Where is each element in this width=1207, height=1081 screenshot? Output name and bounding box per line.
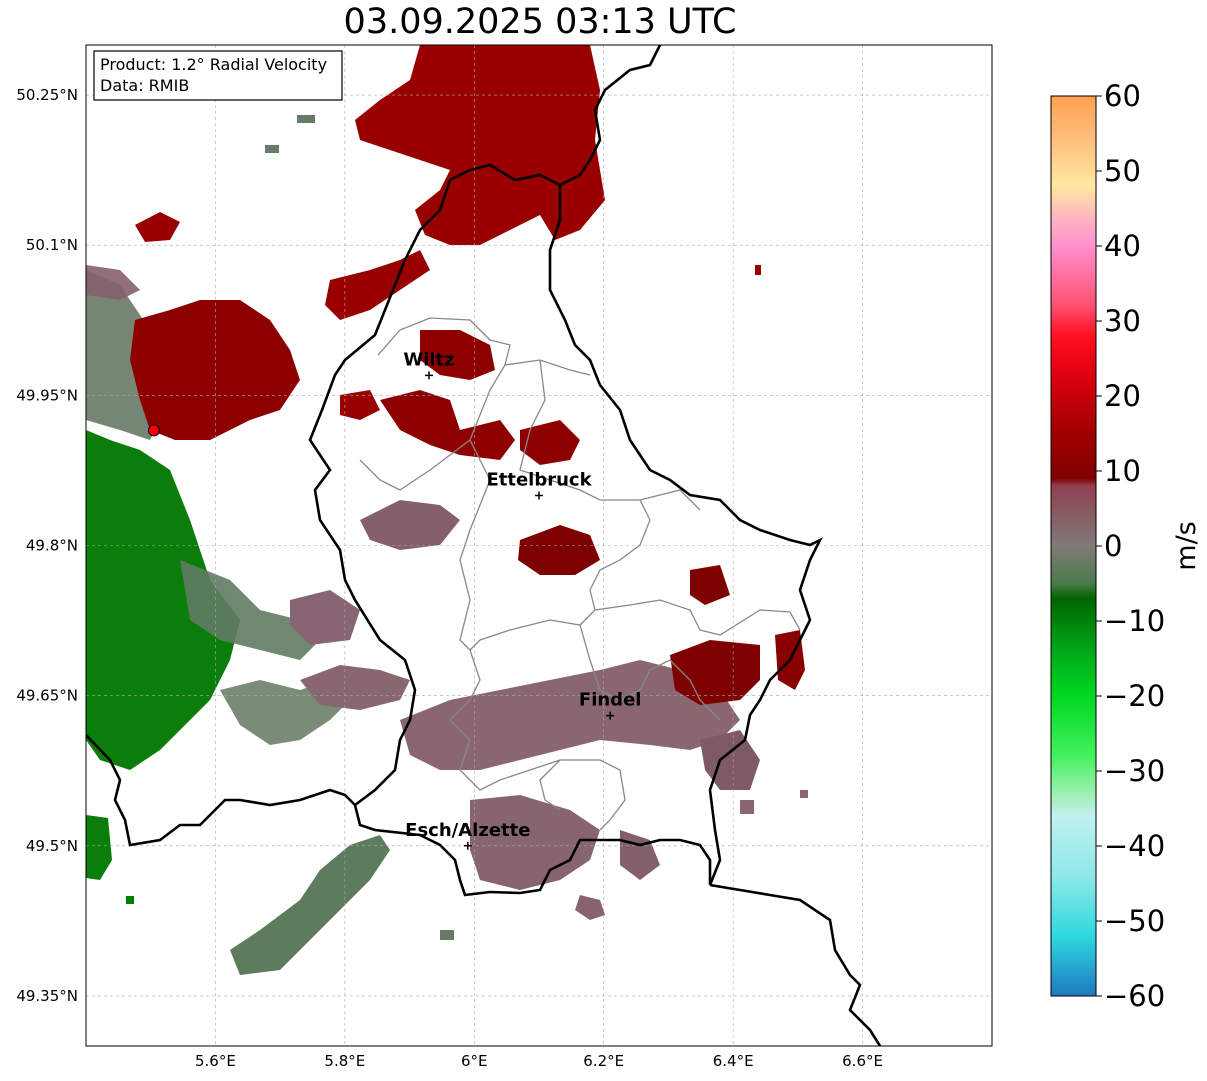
country-border-germany-france-south bbox=[709, 883, 882, 1046]
echo-strong-outbound-east-ettelbruck bbox=[520, 420, 580, 465]
echo-speck bbox=[800, 790, 808, 798]
plot-frame bbox=[85, 44, 993, 1047]
city-label-esch-alzette: Esch/Alzette bbox=[405, 820, 530, 841]
lat-tick-label: 49.35°N bbox=[16, 987, 78, 1005]
colorbar-tick-label: −40 bbox=[1104, 829, 1165, 863]
colorbar-tick-label: 40 bbox=[1104, 229, 1141, 263]
country-border-belgium-france bbox=[86, 734, 356, 847]
country-border-germany-north bbox=[559, 45, 662, 187]
city-label-findel: Findel bbox=[579, 690, 642, 711]
colorbar-tick-label: −10 bbox=[1104, 604, 1165, 638]
colorbar-unit-label: m/s bbox=[1171, 521, 1202, 570]
city-marker-wiltz bbox=[424, 371, 433, 380]
lat-tick-label: 49.5°N bbox=[26, 837, 78, 855]
longitude-tick-labels: 5.6°E 5.8°E 6°E 6.2°E 6.4°E 6.6°E bbox=[195, 1052, 883, 1070]
echo-strong-outbound-wiltz-south bbox=[380, 390, 515, 460]
echo-weak-outbound-far-south bbox=[575, 895, 605, 920]
colorbar-tick-label: −50 bbox=[1104, 904, 1165, 938]
colorbar-tick-label: 30 bbox=[1104, 304, 1141, 338]
echo-weak-outbound-west bbox=[290, 590, 360, 645]
lon-tick-label: 6°E bbox=[461, 1052, 488, 1070]
city-label-ettelbruck: Ettelbruck bbox=[486, 469, 592, 490]
map-gridlines bbox=[86, 45, 992, 1046]
echo-speck bbox=[755, 265, 761, 275]
lat-tick-label: 49.8°N bbox=[26, 537, 78, 555]
info-box: Product: 1.2° Radial Velocity Data: RMIB bbox=[93, 50, 343, 101]
lat-tick-label: 49.65°N bbox=[16, 687, 78, 705]
radar-site-marker bbox=[147, 424, 160, 437]
colorbar-tick-label: −60 bbox=[1104, 979, 1165, 1013]
latitude-tick-labels: 50.25°N 50.1°N 49.95°N 49.8°N 49.65°N 49.5°N 4… bbox=[16, 86, 78, 1005]
colorbar: −60 −50 −40 −30 −20 −10 0 10 20 30 40 50 60 m/s bbox=[1050, 79, 1202, 1013]
city-label-wiltz: Wiltz bbox=[403, 349, 454, 370]
echo-strong-outbound-northwest bbox=[135, 212, 180, 242]
colorbar-tick-label: 60 bbox=[1104, 79, 1141, 113]
info-product: Product: 1.2° Radial Velocity bbox=[100, 55, 327, 74]
echo-strong-outbound-east bbox=[690, 565, 730, 605]
colorbar-tick-label: 0 bbox=[1104, 529, 1122, 563]
lat-tick-label: 50.1°N bbox=[26, 236, 78, 254]
lon-tick-label: 6.6°E bbox=[842, 1052, 883, 1070]
echo-inbound-west bbox=[86, 430, 240, 770]
echo-strong-outbound-radar bbox=[130, 300, 300, 440]
colorbar-gradient bbox=[1050, 95, 1097, 997]
city-marker-esch-alzette bbox=[463, 841, 472, 850]
echo-speck bbox=[740, 800, 754, 814]
borders bbox=[86, 45, 882, 1046]
colorbar-tick-label: −30 bbox=[1104, 754, 1165, 788]
city-layer: Wiltz Ettelbruck Findel Esch/Alzette bbox=[403, 349, 642, 850]
echo-strong-outbound-northeast-belt bbox=[325, 250, 430, 320]
echo-strong-outbound-wiltz bbox=[420, 330, 495, 380]
city-marker-findel bbox=[606, 711, 615, 720]
colorbar-tick-label: 10 bbox=[1104, 454, 1141, 488]
echo-near-zero-mid bbox=[180, 560, 320, 660]
colorbar-tick-label: 20 bbox=[1104, 379, 1141, 413]
echo-weak-outbound-north bbox=[360, 500, 460, 550]
colorbar-tick-labels: −60 −50 −40 −30 −20 −10 0 10 20 30 40 50 60 bbox=[1096, 79, 1165, 1013]
echo-speck bbox=[297, 115, 315, 123]
lat-tick-label: 49.95°N bbox=[16, 386, 78, 404]
city-marker-ettelbruck bbox=[535, 491, 543, 500]
echo-strong-outbound-findel-east bbox=[670, 640, 760, 705]
country-border-luxembourg-west bbox=[308, 179, 712, 897]
echo-inbound-southwest bbox=[86, 815, 112, 880]
echo-weak-outbound-mid bbox=[300, 665, 410, 710]
lon-tick-label: 5.6°E bbox=[195, 1052, 236, 1070]
echo-near-zero-south bbox=[230, 835, 390, 975]
echo-weak-outbound-central bbox=[400, 660, 740, 770]
echo-speck bbox=[265, 145, 279, 153]
lon-tick-label: 6.4°E bbox=[713, 1052, 754, 1070]
echo-strong-outbound-scattered bbox=[340, 390, 380, 420]
echo-speck bbox=[440, 930, 454, 940]
country-border-luxembourg-east bbox=[449, 163, 823, 886]
echo-speck bbox=[126, 896, 134, 904]
echo-weak-outbound-south bbox=[470, 795, 600, 890]
lat-tick-label: 50.25°N bbox=[16, 86, 78, 104]
info-data-source: Data: RMIB bbox=[100, 76, 189, 95]
echo-strong-outbound-center bbox=[518, 525, 600, 575]
colorbar-tick-label: −20 bbox=[1104, 679, 1165, 713]
lon-tick-label: 5.8°E bbox=[324, 1052, 365, 1070]
canton-boundaries bbox=[359, 317, 801, 831]
echo-weak-outbound-radar bbox=[86, 265, 140, 300]
lon-tick-label: 6.2°E bbox=[583, 1052, 624, 1070]
colorbar-tick-label: 50 bbox=[1104, 154, 1141, 188]
map-title: 03.09.2025 03:13 UTC bbox=[343, 2, 737, 42]
